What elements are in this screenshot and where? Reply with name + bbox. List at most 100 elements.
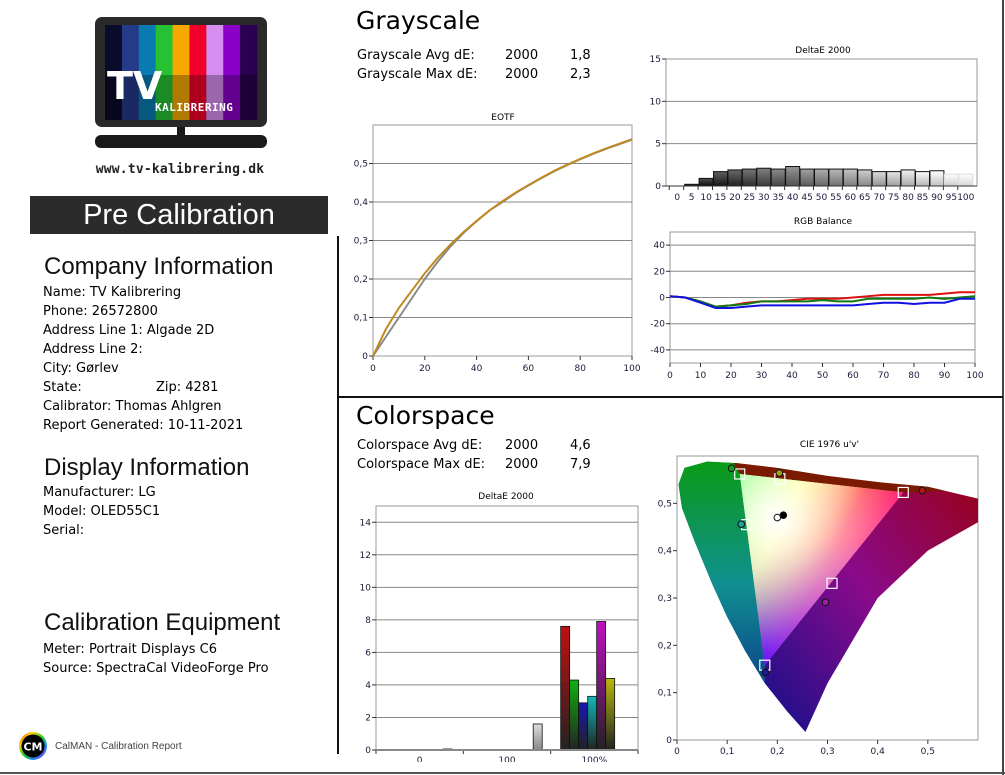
colorspace-deltae-chart: 0 2 4 6 8 10 12 14 0 100 100% (360, 505, 639, 762)
grayscale-max-row: Grayscale Max dE: 2000 2,3 (357, 65, 617, 84)
stat-standard: 2000 (505, 438, 539, 453)
rgb-balance-chart-title: RGB Balance (793, 217, 853, 227)
svg-text:0,1: 0,1 (720, 747, 734, 757)
svg-text:20: 20 (654, 267, 666, 277)
stat-value: 7,9 (570, 457, 591, 472)
svg-text:40: 40 (654, 241, 666, 251)
equipment-meter: Meter: Portrait Displays C6 (43, 642, 218, 657)
svg-text:0: 0 (667, 371, 673, 378)
svg-text:20: 20 (729, 193, 741, 203)
svg-text:10: 10 (650, 97, 662, 107)
svg-text:60: 60 (845, 193, 857, 203)
colorspace-max-row: Colorspace Max dE: 2000 7,9 (357, 455, 617, 474)
svg-text:-40: -40 (650, 346, 665, 356)
svg-text:20: 20 (419, 364, 431, 374)
svg-text:0: 0 (655, 182, 661, 192)
display-serial: Serial: (43, 523, 85, 538)
colorspace-stats: Colorspace Avg dE: 2000 4,6 Colorspace M… (357, 436, 617, 476)
svg-text:0,3: 0,3 (354, 237, 368, 247)
svg-text:14: 14 (360, 518, 372, 528)
svg-text:0: 0 (365, 746, 371, 756)
svg-text:0: 0 (417, 756, 423, 762)
svg-text:40: 40 (471, 364, 483, 374)
calibration-equipment: Meter: Portrait Displays C6 Source: Spec… (43, 640, 269, 678)
svg-text:65: 65 (859, 193, 870, 203)
svg-text:5: 5 (655, 140, 661, 150)
grayscale-avg-row: Grayscale Avg dE: 2000 1,8 (357, 46, 617, 65)
svg-text:15: 15 (715, 193, 726, 203)
svg-text:0,5: 0,5 (658, 499, 672, 509)
svg-text:TV: TV (107, 64, 163, 108)
page-border-right (1002, 0, 1004, 775)
display-model: Model: OLED55C1 (43, 504, 161, 519)
eotf-chart: 0 0,1 0,2 0,3 0,4 0,5 0 20 40 60 80 100 (354, 124, 641, 374)
svg-text:95: 95 (946, 193, 957, 203)
svg-text:25: 25 (744, 193, 755, 203)
svg-text:KALIBRERING: KALIBRERING (155, 101, 233, 114)
svg-text:55: 55 (830, 193, 841, 203)
grayscale-de-chart-title: DeltaE 2000 (795, 46, 851, 56)
website-url: www.tv-kalibrering.dk (95, 162, 265, 177)
svg-text:0,2: 0,2 (354, 275, 368, 285)
svg-text:70: 70 (873, 193, 885, 203)
equipment-source: Source: SpectraCal VideoForge Pro (43, 661, 269, 676)
svg-text:12: 12 (360, 551, 371, 561)
svg-text:10: 10 (360, 583, 372, 593)
svg-text:60: 60 (523, 364, 535, 374)
svg-text:5: 5 (689, 193, 695, 203)
stat-value: 2,3 (570, 67, 591, 82)
rgb-balance-chart: -40 -20 0 20 40 0 10 20 30 40 50 60 70 80 90 100 (650, 231, 984, 378)
calibrator: Calibrator: Thomas Ahlgren (43, 399, 222, 414)
calman-logo-icon: CM (18, 731, 48, 761)
svg-text:0: 0 (666, 736, 672, 746)
company-address-2: Address Line 2: (43, 342, 143, 357)
cie-1976-chart: 0 0,1 0,2 0,3 0,4 0,5 0 0,1 0,2 0,3 0,4 0,5 (658, 455, 979, 757)
svg-text:0,2: 0,2 (658, 641, 672, 651)
colorspace-avg-row: Colorspace Avg dE: 2000 4,6 (357, 436, 617, 455)
svg-text:4: 4 (365, 681, 371, 691)
svg-text:80: 80 (574, 364, 586, 374)
svg-text:90: 90 (939, 371, 951, 378)
svg-text:100%: 100% (581, 756, 607, 762)
company-zip: Zip: 4281 (156, 380, 219, 395)
svg-text:50: 50 (817, 371, 829, 378)
svg-text:100: 100 (498, 756, 515, 762)
svg-text:100: 100 (966, 371, 983, 378)
display-information-title: Display Information (44, 454, 250, 481)
pre-calibration-banner: Pre Calibration (30, 196, 328, 234)
colorspace-de-chart-title: DeltaE 2000 (478, 492, 534, 502)
svg-text:80: 80 (902, 193, 914, 203)
stat-value: 4,6 (570, 438, 591, 453)
eotf-chart-title: EOTF (491, 113, 515, 123)
svg-text:10: 10 (695, 371, 707, 378)
company-name: Name: TV Kalibrering (43, 285, 182, 300)
svg-text:0,5: 0,5 (354, 160, 368, 170)
svg-text:30: 30 (758, 193, 770, 203)
company-state: State: (43, 380, 82, 395)
svg-text:90: 90 (931, 193, 943, 203)
company-state-zip: State: Zip: 4281 (43, 378, 243, 397)
stat-label: Grayscale Max dE: (357, 67, 478, 82)
svg-text:0,3: 0,3 (820, 747, 834, 757)
svg-text:8: 8 (365, 616, 371, 626)
svg-text:15: 15 (650, 55, 661, 65)
company-phone: Phone: 26572800 (43, 304, 158, 319)
report-generated: Report Generated: 10-11-2021 (43, 418, 244, 433)
svg-text:80: 80 (908, 371, 920, 378)
svg-text:CM: CM (23, 741, 42, 754)
svg-text:10: 10 (700, 193, 712, 203)
svg-text:0: 0 (362, 352, 368, 362)
stat-standard: 2000 (505, 67, 539, 82)
stat-standard: 2000 (505, 48, 539, 63)
stat-value: 1,8 (570, 48, 591, 63)
svg-text:2: 2 (365, 713, 371, 723)
horizontal-divider (337, 396, 1003, 398)
page-border-bottom (0, 772, 1005, 774)
svg-text:75: 75 (888, 193, 899, 203)
svg-text:0,3: 0,3 (658, 594, 672, 604)
cie-chart-title: CIE 1976 u'v' (799, 440, 860, 450)
company-city: City: Gørlev (43, 361, 119, 376)
svg-text:30: 30 (756, 371, 768, 378)
svg-text:0: 0 (659, 294, 665, 304)
